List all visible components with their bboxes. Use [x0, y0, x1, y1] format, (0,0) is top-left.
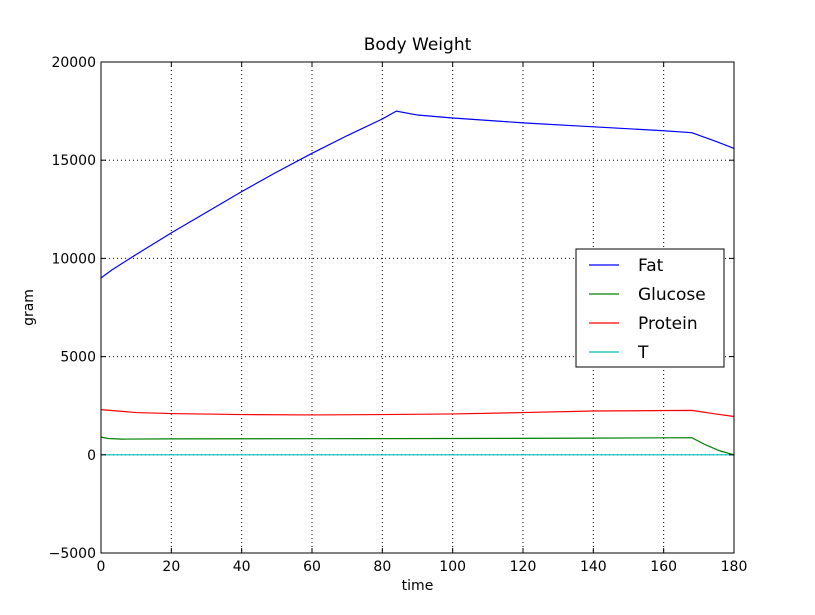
x-tick-label-160: 160 — [650, 559, 677, 575]
legend: Fat Glucose Protein T — [575, 248, 725, 368]
y-tick-label-0: 0 — [87, 448, 96, 464]
y-tick-label--5000: −5000 — [49, 546, 96, 562]
y-tick-label-15000: 15000 — [51, 153, 96, 169]
legend-label-t: T — [637, 343, 649, 363]
x-tick-label-40: 40 — [233, 559, 251, 575]
y-axis-label: gram — [21, 289, 37, 326]
plot-frame — [100, 61, 735, 554]
series-line-protein — [100, 409, 735, 418]
x-tick-label-100: 100 — [439, 559, 466, 575]
legend-label-glucose: Glucose — [638, 285, 706, 305]
series-layer — [100, 110, 735, 456]
x-tick-label-140: 140 — [580, 559, 607, 575]
x-tick-label-120: 120 — [510, 559, 537, 575]
y-tick-label-10000: 10000 — [51, 251, 96, 267]
x-tick-label-0: 0 — [97, 559, 106, 575]
legend-box — [575, 248, 725, 368]
x-axis-label: time — [402, 578, 434, 594]
x-tick-label-60: 60 — [303, 559, 321, 575]
series-line-glucose — [100, 436, 735, 456]
legend-label-fat: Fat — [638, 256, 664, 276]
legend-label-protein: Protein — [638, 314, 698, 334]
y-tick-label-5000: 5000 — [60, 350, 96, 366]
chart-title: Body Weight — [364, 35, 472, 55]
tick-layer: 0 20 40 60 80 100 120 140 160 180−500005000100001… — [49, 55, 748, 575]
y-tick-label-20000: 20000 — [51, 55, 96, 71]
x-tick-label-180: 180 — [721, 559, 748, 575]
x-tick-label-20: 20 — [162, 559, 180, 575]
x-tick-label-80: 80 — [373, 559, 391, 575]
series-line-fat — [100, 110, 735, 279]
